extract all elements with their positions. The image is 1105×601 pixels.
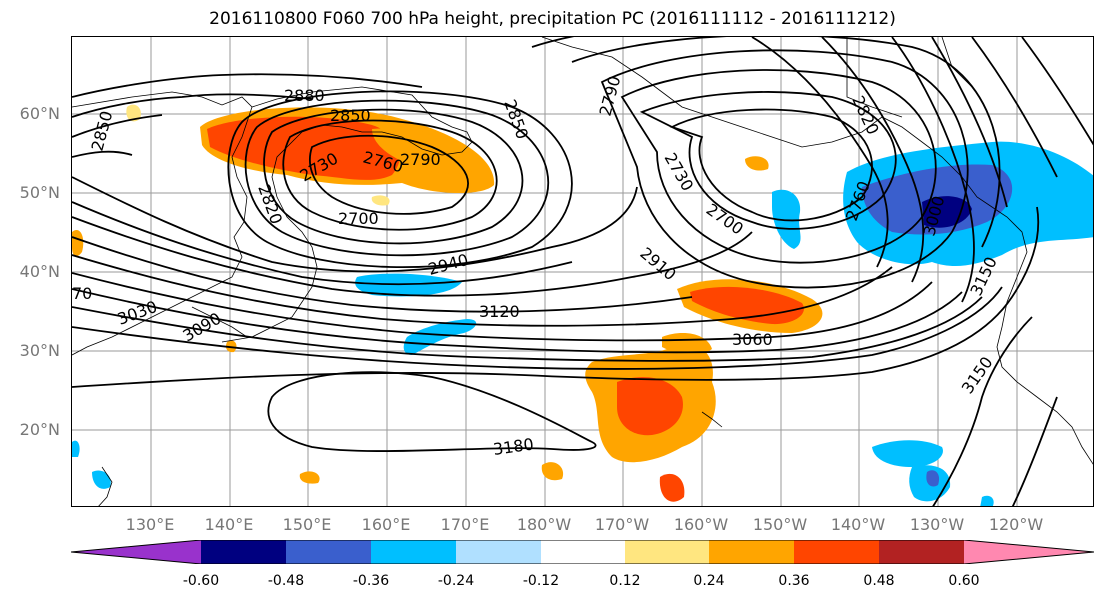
contour-label: 2850 [88, 109, 117, 153]
colorbar-segment [201, 540, 286, 564]
longitude-label: 130°W [909, 515, 965, 534]
contour-label: 2910 [636, 244, 679, 285]
longitude-label: 140°E [204, 515, 254, 534]
contour-label: 2700 [703, 200, 747, 239]
contour-label: 3180 [492, 434, 535, 458]
contour-label: 2850 [330, 106, 371, 125]
contour-label: 2850 [500, 97, 532, 142]
contour-label: 3060 [732, 330, 773, 349]
colorbar-tick: 0.24 [693, 573, 725, 589]
colorbar-segment [625, 540, 709, 564]
longitude-label: 120°W [988, 515, 1044, 534]
contour-label: 2880 [284, 86, 325, 105]
contour-label: 2820 [254, 182, 286, 227]
colorbar [71, 540, 1094, 564]
colorbar-segment [371, 540, 456, 564]
colorbar-tick: -0.12 [522, 573, 560, 589]
longitude-label: 160°W [673, 515, 729, 534]
height-contours [72, 37, 1093, 506]
longitude-label: 140°W [830, 515, 886, 534]
colorbar-segment [456, 540, 541, 564]
colorbar-tick: 0.60 [948, 573, 980, 589]
contour-label: 2730 [661, 150, 698, 195]
map-canvas: 2880 2850 2850 2850 2790 2760 2730 2820 … [72, 37, 1093, 506]
latitude-label: 40°N [19, 262, 60, 281]
contour-label: 3120 [479, 302, 520, 321]
colorbar-tick: -0.24 [437, 573, 475, 589]
map-panel: 2880 2850 2850 2850 2790 2760 2730 2820 … [71, 36, 1094, 507]
latitude-label: 60°N [19, 104, 60, 123]
figure-title: 2016110800 F060 700 hPa height, precipit… [209, 9, 896, 29]
colorbar-tick: 0.12 [609, 573, 641, 589]
colorbar-tick: -0.48 [267, 573, 305, 589]
contour-label: 2820 [848, 93, 882, 138]
colorbar-segment [541, 540, 625, 564]
colorbar-segment [709, 540, 794, 564]
latitude-label: 30°N [19, 341, 60, 360]
longitude-label: 130°E [125, 515, 175, 534]
longitude-label: 180°W [516, 515, 572, 534]
latitude-label: 50°N [19, 183, 60, 202]
longitude-label: 160°E [361, 515, 411, 534]
colorbar-segment [879, 540, 964, 564]
colorbar-segment [794, 540, 879, 564]
colorbar-segment [964, 540, 1094, 564]
longitude-label: 150°W [752, 515, 808, 534]
positive-anomaly-shading [72, 104, 823, 502]
longitude-label: 150°E [282, 515, 332, 534]
longitude-label: 170°W [594, 515, 650, 534]
colorbar-segment [71, 540, 201, 564]
contour-label: 2700 [338, 209, 379, 228]
colorbar-tick: 0.36 [778, 573, 810, 589]
latitude-label: 20°N [19, 420, 60, 439]
contour-label: 2790 [596, 74, 625, 118]
colorbar-tick: 0.48 [863, 573, 895, 589]
colorbar-tick: -0.60 [182, 573, 220, 589]
contour-label: 70 [72, 284, 92, 303]
longitude-label: 170°E [440, 515, 490, 534]
negative-anomaly-shading [72, 141, 1093, 506]
colorbar-segment [286, 540, 371, 564]
contour-label: 2790 [400, 150, 441, 169]
colorbar-tick: -0.36 [352, 573, 390, 589]
